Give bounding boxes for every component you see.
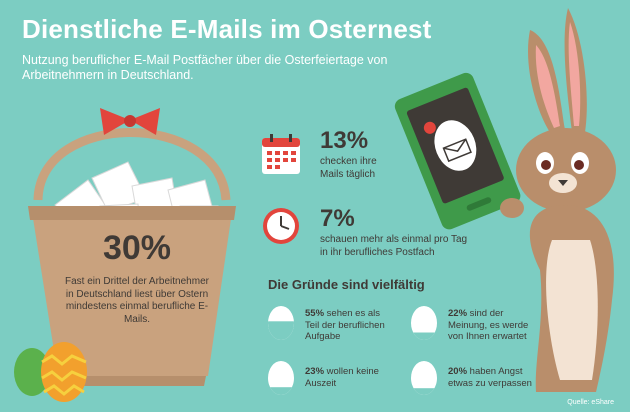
stat-multiple-percent: 7% bbox=[320, 205, 355, 232]
stat-daily-description: checken ihre Mails täglich bbox=[320, 156, 377, 180]
egg-icon-2 bbox=[411, 306, 437, 340]
reason-2-text: sind der Meinung, es werde von Ihnen erw… bbox=[448, 308, 529, 342]
green-egg-icon bbox=[14, 348, 50, 396]
source-credit: Quelle: eShare bbox=[567, 399, 614, 406]
egg-icon-4 bbox=[411, 361, 437, 395]
egg-icon-3 bbox=[268, 361, 294, 395]
basket-percent: 30% bbox=[102, 229, 172, 267]
stat-daily-percent: 13% bbox=[320, 127, 369, 154]
reason-item-1: 55% sehen es als Teil der beruflichen Au… bbox=[305, 308, 385, 343]
basket-description: Fast ein Drittel der Arbeitnehmer in Deu… bbox=[65, 276, 209, 325]
stat-daily: 13% checken ihre Mails täglich bbox=[320, 128, 430, 181]
reason-item-2: 22% sind der Meinung, es werde von Ihnen… bbox=[448, 308, 544, 343]
reason-3-percent: 23% bbox=[305, 366, 325, 377]
page-subtitle: Nutzung beruflicher E-Mail Postfächer üb… bbox=[22, 53, 388, 82]
calendar-icon bbox=[262, 134, 300, 174]
source-label: Quelle: bbox=[567, 399, 590, 406]
reason-1-percent: 55% bbox=[305, 308, 325, 319]
orange-egg-icon bbox=[41, 342, 87, 402]
reason-4-text: haben Angst etwas zu verpassen bbox=[448, 366, 532, 389]
bow-icon bbox=[100, 108, 160, 135]
bunny-icon bbox=[500, 8, 616, 392]
clock-icon bbox=[263, 208, 299, 244]
reason-1-text: sehen es als Teil der beruflichen Aufgab… bbox=[305, 308, 385, 342]
reasons-title: Die Gründe sind vielfältig bbox=[268, 277, 425, 292]
reason-item-4: 20% haben Angst etwas zu verpassen bbox=[448, 366, 544, 389]
page-title: Dienstliche E-Mails im Osternest bbox=[22, 14, 432, 44]
basket-stat: 30% Fast ein Drittel der Arbeitnehmer in… bbox=[62, 230, 212, 326]
reason-2-percent: 22% bbox=[448, 308, 468, 319]
basket-handle bbox=[33, 128, 231, 201]
reason-4-percent: 20% bbox=[448, 366, 468, 377]
phone-icon bbox=[394, 72, 521, 230]
reason-3-text: wollen keine Auszeit bbox=[305, 366, 379, 389]
source-brand: eShare bbox=[591, 399, 614, 406]
basket-body bbox=[32, 212, 232, 376]
stat-multiple: 7% schauen mehr als einmal pro Tag in ih… bbox=[320, 206, 470, 259]
stat-multiple-description: schauen mehr als einmal pro Tag in ihr b… bbox=[320, 234, 468, 258]
egg-icon-1 bbox=[268, 306, 294, 340]
reason-item-3: 23% wollen keine Auszeit bbox=[305, 366, 385, 389]
